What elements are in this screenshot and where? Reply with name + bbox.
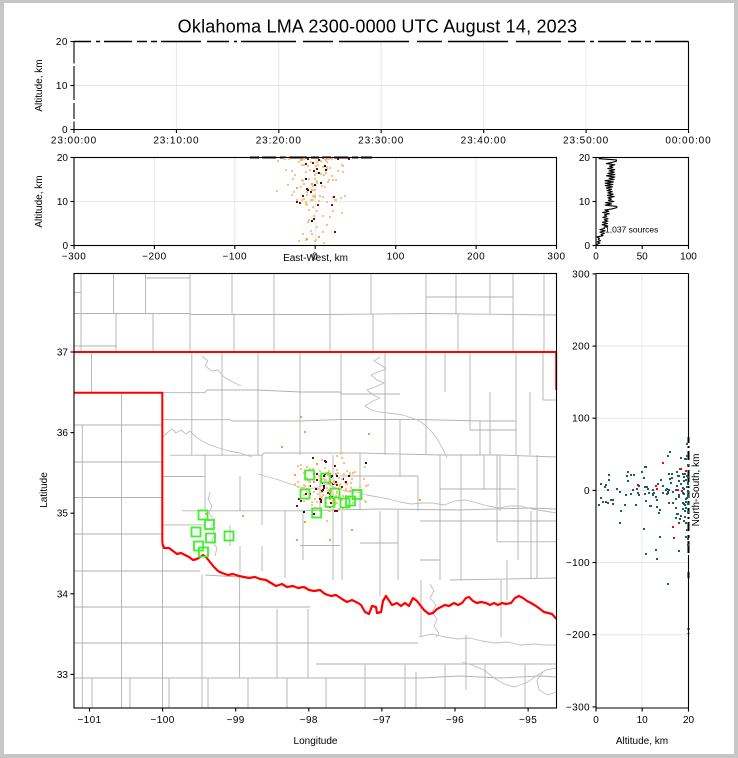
svg-text:35: 35 — [57, 509, 69, 520]
svg-text:−101: −101 — [77, 715, 101, 726]
svg-text:10: 10 — [637, 715, 649, 726]
svg-text:300: 300 — [572, 269, 590, 280]
svg-text:−100: −100 — [566, 558, 590, 569]
svg-text:200: 200 — [572, 342, 590, 353]
svg-text:−99: −99 — [227, 715, 245, 726]
svg-text:−96: −96 — [446, 715, 464, 726]
svg-text:0: 0 — [593, 715, 599, 726]
svg-text:Altitude, km: Altitude, km — [616, 736, 668, 747]
svg-text:20: 20 — [57, 153, 69, 164]
svg-text:North-South, km: North-South, km — [691, 454, 702, 527]
svg-text:−200: −200 — [142, 252, 167, 263]
svg-text:Altitude, km: Altitude, km — [34, 175, 45, 227]
svg-text:36: 36 — [57, 428, 69, 439]
svg-text:Oklahoma LMA 2300-0000 UTC Aug: Oklahoma LMA 2300-0000 UTC August 14, 20… — [178, 17, 578, 37]
svg-text:34: 34 — [57, 589, 69, 600]
svg-text:0: 0 — [62, 241, 68, 252]
svg-text:−200: −200 — [566, 630, 590, 641]
svg-text:East-West, km: East-West, km — [283, 253, 348, 264]
svg-text:Longitude: Longitude — [294, 736, 338, 747]
svg-text:300: 300 — [547, 252, 565, 263]
svg-text:0: 0 — [593, 252, 599, 263]
svg-text:20: 20 — [683, 715, 695, 726]
svg-text:1,037 sources: 1,037 sources — [605, 225, 658, 235]
svg-text:20: 20 — [579, 153, 591, 164]
svg-text:37: 37 — [57, 348, 69, 359]
svg-text:−97: −97 — [373, 715, 391, 726]
svg-text:23:20:00: 23:20:00 — [256, 136, 302, 147]
svg-text:0: 0 — [584, 241, 590, 252]
svg-text:20: 20 — [56, 37, 68, 48]
svg-text:0: 0 — [584, 486, 590, 497]
svg-text:23:50:00: 23:50:00 — [563, 136, 609, 147]
svg-text:−300: −300 — [566, 702, 590, 713]
svg-text:Altitude, km: Altitude, km — [34, 59, 45, 111]
svg-text:Latitude: Latitude — [39, 472, 50, 508]
svg-text:100: 100 — [680, 252, 697, 263]
svg-text:100: 100 — [572, 414, 590, 425]
svg-text:−95: −95 — [519, 715, 537, 726]
svg-text:100: 100 — [387, 252, 405, 263]
svg-text:23:30:00: 23:30:00 — [358, 136, 404, 147]
svg-text:−98: −98 — [300, 715, 318, 726]
svg-text:10: 10 — [56, 81, 68, 92]
svg-text:−100: −100 — [223, 252, 248, 263]
svg-text:10: 10 — [579, 197, 591, 208]
svg-text:−300: −300 — [62, 252, 87, 263]
svg-text:33: 33 — [57, 670, 69, 681]
svg-text:23:00:00: 23:00:00 — [51, 136, 97, 147]
svg-text:200: 200 — [467, 252, 485, 263]
svg-text:23:40:00: 23:40:00 — [461, 136, 507, 147]
svg-text:−100: −100 — [151, 715, 175, 726]
svg-text:00:00:00: 00:00:00 — [665, 136, 711, 147]
svg-text:50: 50 — [637, 252, 649, 263]
svg-text:10: 10 — [57, 197, 69, 208]
svg-text:23:10:00: 23:10:00 — [153, 136, 199, 147]
svg-text:0: 0 — [62, 125, 68, 136]
svg-text:0: 0 — [312, 252, 318, 263]
